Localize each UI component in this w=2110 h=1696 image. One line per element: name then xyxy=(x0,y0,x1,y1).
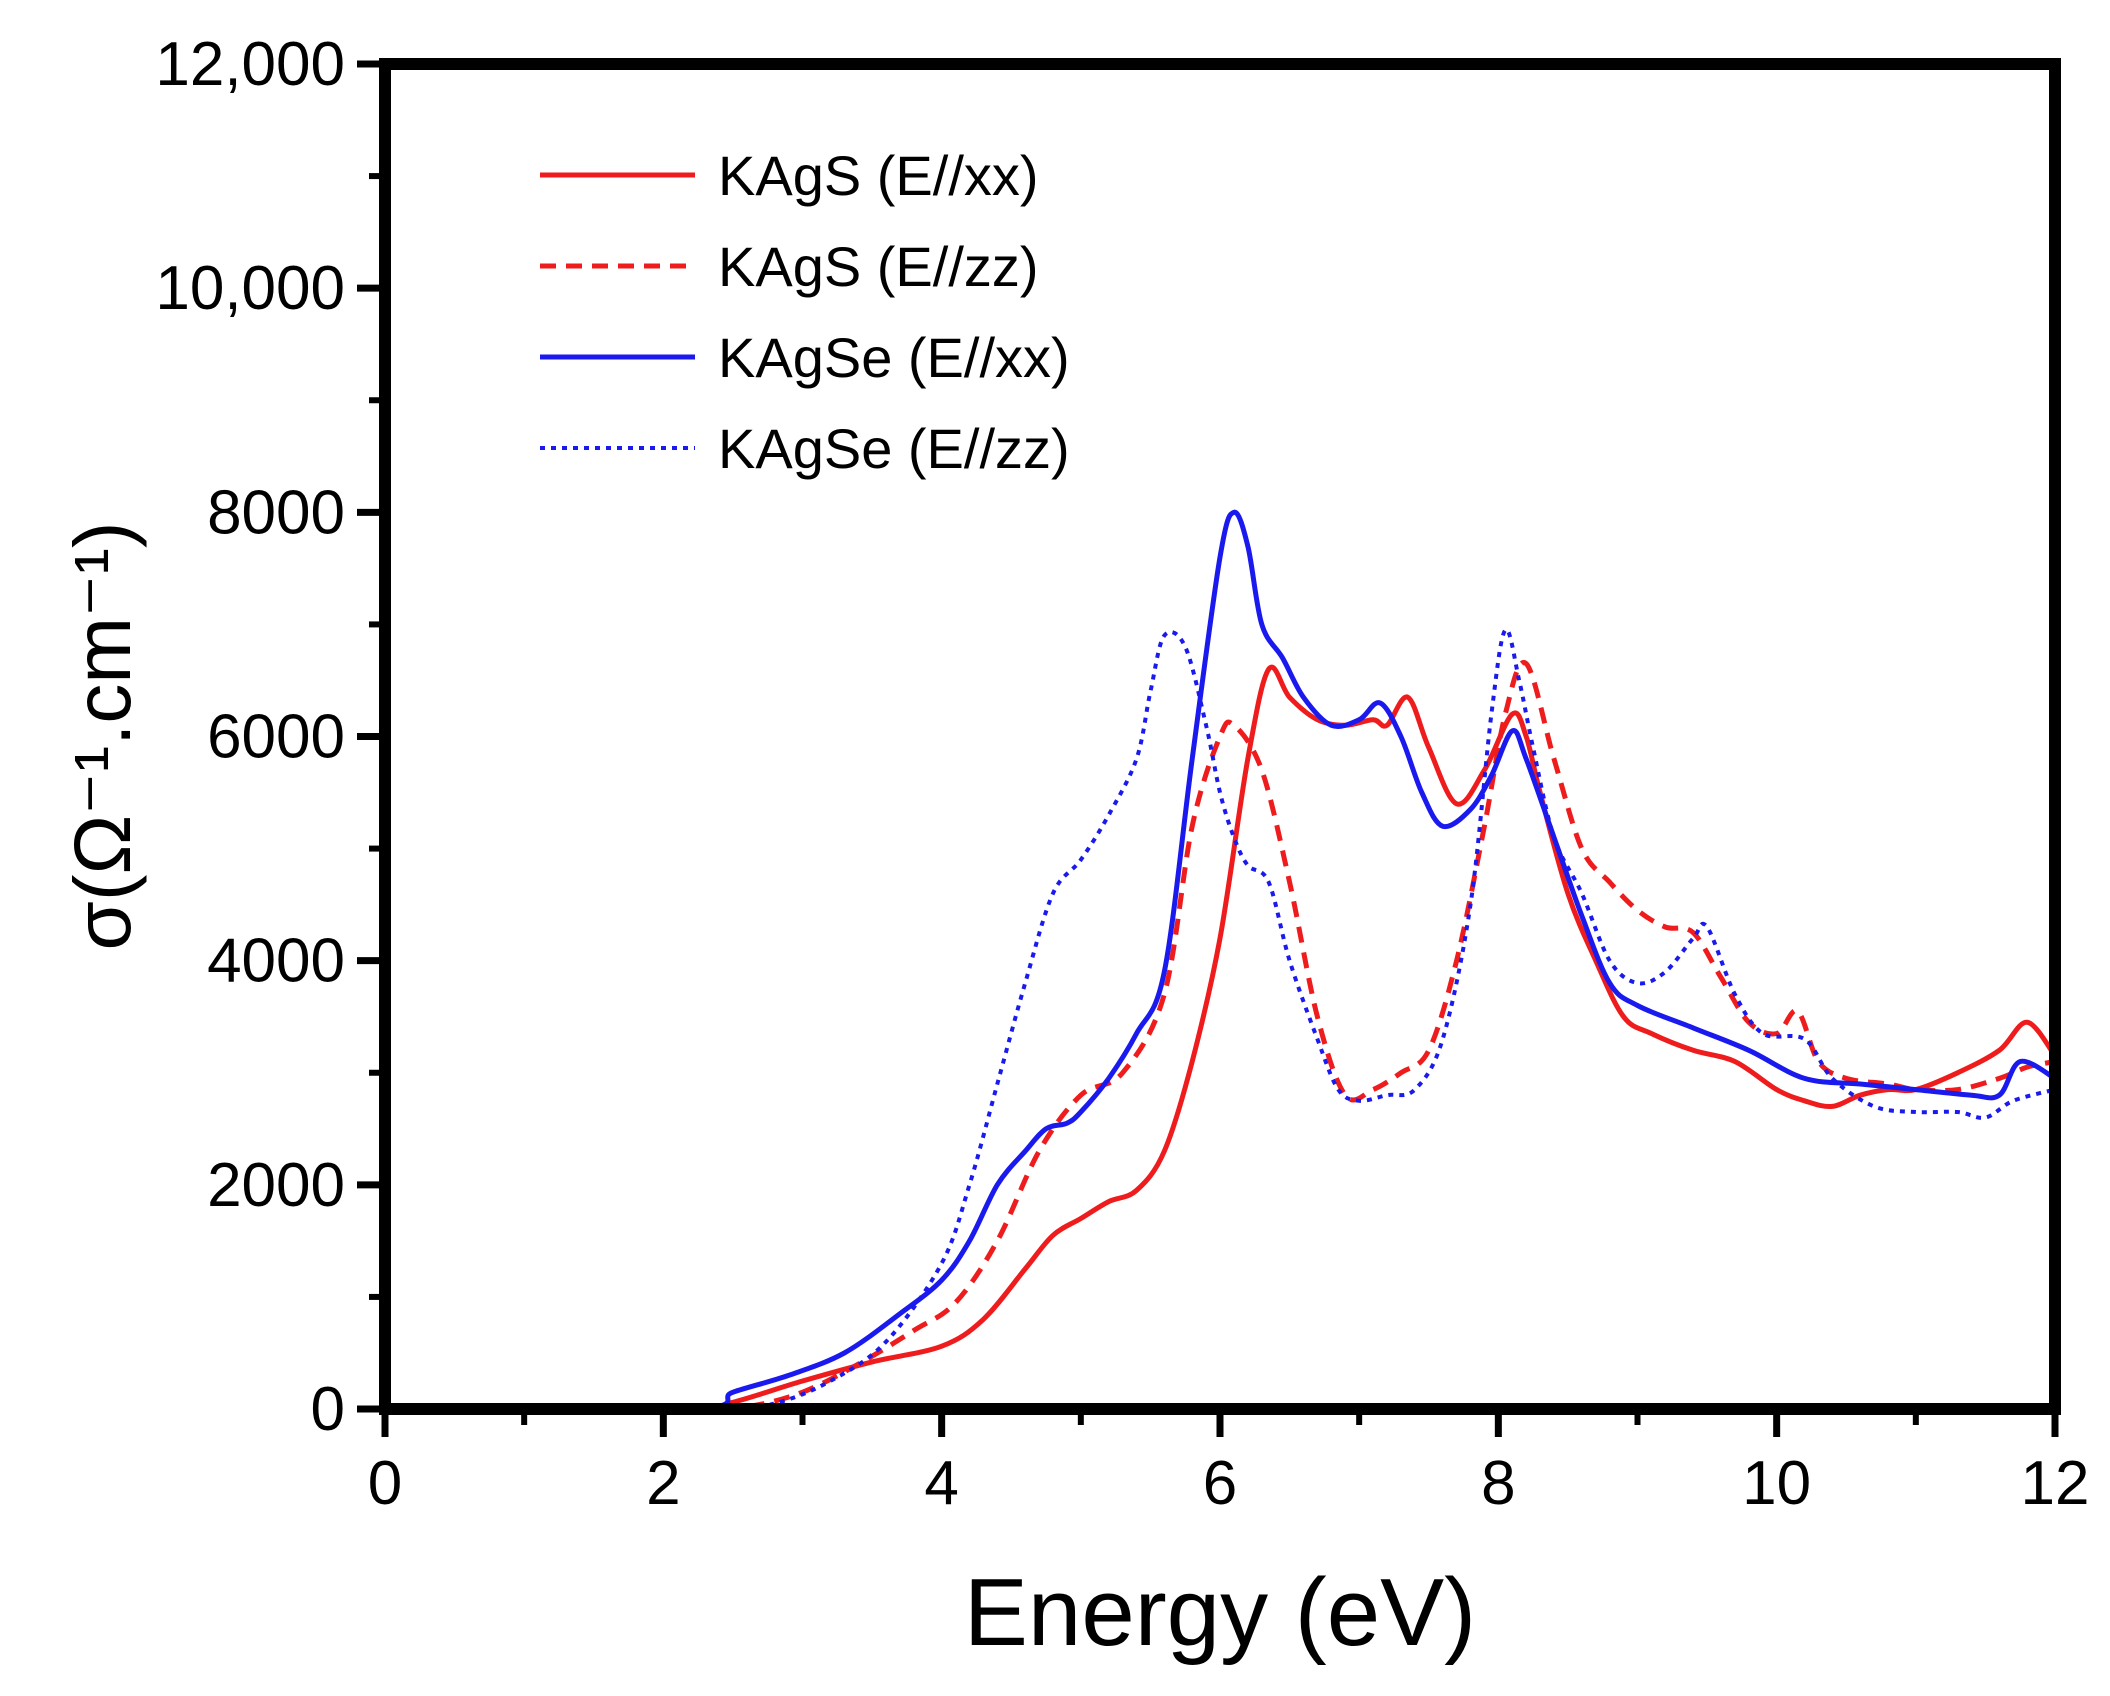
x-tick-label: 2 xyxy=(646,1449,680,1518)
x-tick-label: 6 xyxy=(1203,1449,1237,1518)
series-line-2 xyxy=(382,509,2058,1413)
x-tick-label: 10 xyxy=(1742,1449,1811,1518)
x-tick-label: 4 xyxy=(924,1449,958,1518)
plot-frame xyxy=(379,58,2061,1415)
y-tick-label: 0 xyxy=(311,1375,345,1444)
legend-label: KAgSe (E//zz) xyxy=(718,417,1070,480)
legend: KAgS (E//xx) KAgS (E//zz) KAgSe (E//xx) KAg… xyxy=(540,144,1070,480)
x-tick-label: 12 xyxy=(2021,1449,2090,1518)
legend-label: KAgSe (E//xx) xyxy=(718,326,1070,389)
y-tick-label: 10,000 xyxy=(155,254,345,323)
series-layer xyxy=(382,509,2058,1413)
y-tick-label: 8000 xyxy=(207,478,345,547)
y-tick-label: 2000 xyxy=(207,1151,345,1220)
y-axis-title: σ(Ω⁻¹.cm⁻¹) xyxy=(58,521,147,950)
y-tick-label: 6000 xyxy=(207,703,345,772)
x-axis-title: Energy (eV) xyxy=(964,1559,1476,1666)
y-axis-tick-labels: 0 2000 4000 6000 8000 10,000 12,000 xyxy=(155,30,345,1444)
x-tick-label: 8 xyxy=(1481,1449,1515,1518)
x-tick-label: 0 xyxy=(368,1449,402,1518)
series-line-1 xyxy=(384,659,2056,1412)
series-line-3 xyxy=(384,627,2056,1412)
y-tick-label: 12,000 xyxy=(155,30,345,99)
axis-ticks xyxy=(357,60,2059,1437)
legend-label: KAgS (E//zz) xyxy=(718,235,1039,298)
legend-label: KAgS (E//xx) xyxy=(718,144,1039,207)
series-line-0 xyxy=(382,664,2058,1412)
y-tick-label: 4000 xyxy=(207,927,345,996)
x-axis-tick-labels: 0 2 4 6 8 10 12 xyxy=(368,1449,2090,1518)
